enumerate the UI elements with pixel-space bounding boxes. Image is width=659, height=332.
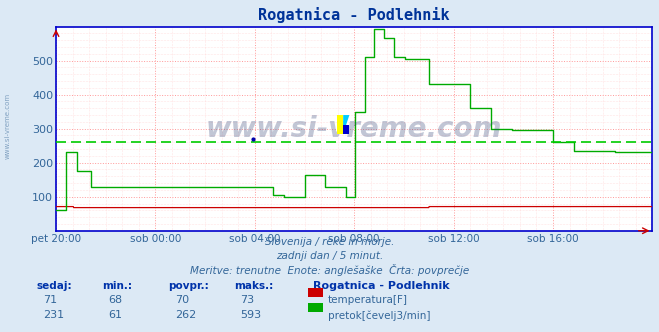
Text: www.si-vreme.com: www.si-vreme.com [5, 93, 11, 159]
Text: 68: 68 [109, 295, 123, 305]
Text: Rogatnica - Podlehnik: Rogatnica - Podlehnik [313, 281, 449, 290]
Text: pretok[čevelj3/min]: pretok[čevelj3/min] [328, 310, 430, 321]
Text: Slovenija / reke in morje.: Slovenija / reke in morje. [265, 237, 394, 247]
Title: Rogatnica - Podlehnik: Rogatnica - Podlehnik [258, 7, 450, 23]
Text: 61: 61 [109, 310, 123, 320]
Text: 73: 73 [241, 295, 254, 305]
Text: 70: 70 [175, 295, 188, 305]
Text: 593: 593 [241, 310, 262, 320]
Bar [343, 124, 349, 134]
Text: min.:: min.: [102, 281, 132, 290]
Bar [337, 115, 343, 134]
Text: zadnji dan / 5 minut.: zadnji dan / 5 minut. [276, 251, 383, 261]
Text: Meritve: trenutne  Enote: anglešaške  Črta: povprečje: Meritve: trenutne Enote: anglešaške Črta… [190, 264, 469, 276]
Text: povpr.:: povpr.: [168, 281, 209, 290]
Text: www.si-vreme.com: www.si-vreme.com [206, 115, 502, 143]
Text: temperatura[F]: temperatura[F] [328, 295, 407, 305]
Text: 71: 71 [43, 295, 57, 305]
Text: sedaj:: sedaj: [36, 281, 72, 290]
Polygon shape [343, 115, 349, 134]
Text: 231: 231 [43, 310, 64, 320]
Text: maks.:: maks.: [234, 281, 273, 290]
Text: 262: 262 [175, 310, 196, 320]
